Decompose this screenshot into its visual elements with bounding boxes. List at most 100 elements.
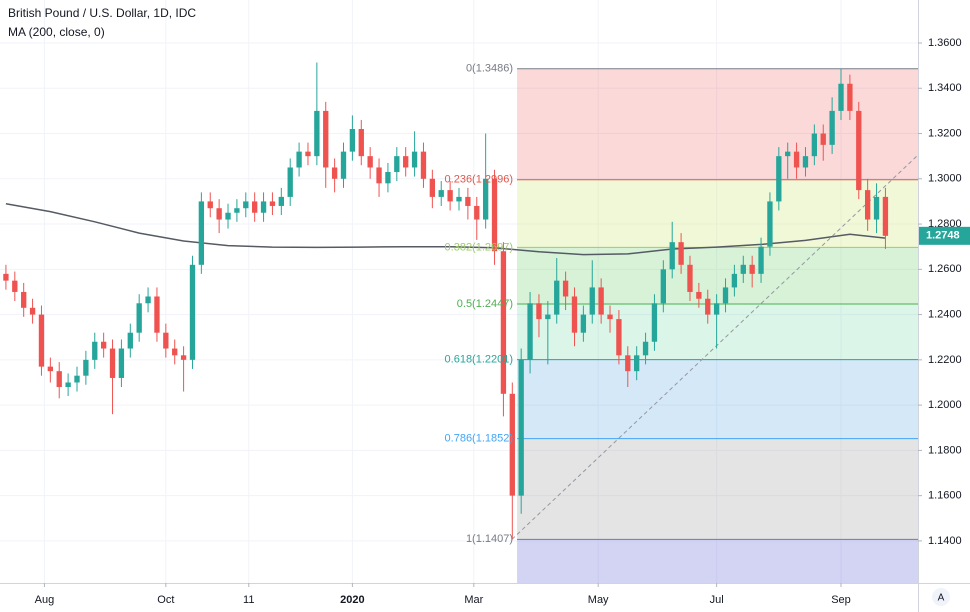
- y-tick-label: 1.2400: [928, 308, 962, 320]
- candle-body: [856, 110, 862, 191]
- candle-body: [571, 296, 578, 333]
- y-tick-label: 1.3200: [928, 127, 962, 139]
- fib-label: 0(1.3486): [466, 63, 513, 75]
- fib-zone: [517, 359, 918, 439]
- candle-body: [562, 280, 569, 297]
- candle-body: [189, 264, 196, 360]
- y-tick-label: 1.2200: [928, 354, 962, 366]
- candle-body: [518, 359, 524, 496]
- candle-body: [198, 201, 205, 265]
- y-tick-label: 1.2600: [928, 263, 962, 275]
- candle-body: [705, 298, 711, 315]
- candle-body: [838, 83, 844, 111]
- candle-body: [642, 341, 649, 356]
- candle-body: [847, 83, 853, 111]
- candle-body: [127, 332, 133, 349]
- fib-label: 0.618(1.2201): [445, 354, 514, 366]
- auto-scale-button[interactable]: [932, 588, 950, 606]
- candle-body: [864, 190, 871, 220]
- candle-body: [545, 314, 551, 320]
- axis-panel: [918, 0, 970, 612]
- candle-body: [500, 251, 507, 394]
- y-tick-label: 1.3400: [928, 82, 962, 94]
- candle-body: [829, 110, 835, 145]
- candle-body: [154, 296, 160, 333]
- axis-panel: [0, 583, 918, 612]
- candle-body: [287, 167, 293, 197]
- y-tick-label: 1.1800: [928, 444, 962, 456]
- candle-body: [358, 129, 364, 157]
- candle-body: [163, 332, 169, 349]
- candle-body: [696, 291, 702, 299]
- candle-body: [83, 359, 89, 376]
- candle-body: [589, 287, 595, 315]
- candle-body: [12, 280, 18, 292]
- x-tick-label: Jul: [710, 594, 724, 606]
- candle-body: [403, 156, 409, 168]
- candle-body: [420, 151, 427, 179]
- candle-body: [225, 212, 231, 220]
- candle-body: [145, 296, 151, 304]
- candle-body: [47, 366, 54, 372]
- candle-body: [411, 151, 418, 168]
- candle-body: [776, 156, 782, 202]
- candle-body: [616, 319, 622, 356]
- candle-body: [305, 151, 311, 157]
- candle-body: [243, 201, 249, 209]
- candle-body: [21, 291, 27, 308]
- y-tick-label: 1.3000: [928, 173, 962, 185]
- fib-label: 0.5(1.2447): [457, 298, 513, 310]
- candle-body: [785, 151, 791, 157]
- candle-body: [740, 264, 746, 274]
- candle-body: [234, 208, 240, 213]
- candle-body: [722, 287, 729, 304]
- candle-body: [29, 307, 36, 315]
- candle-body: [811, 133, 818, 157]
- ma-line: [5, 202, 886, 256]
- candle-body: [491, 178, 498, 252]
- auto-scale-label: A: [938, 593, 945, 604]
- candle-body: [56, 371, 62, 388]
- candle-body: [669, 242, 675, 270]
- fib-label: 0.382(1.2697): [445, 241, 514, 253]
- last-price-label: 1.2748: [926, 230, 960, 242]
- candle-body: [536, 303, 542, 320]
- x-tick-label: May: [588, 594, 609, 606]
- candle-body: [180, 355, 187, 360]
- candle-body: [598, 287, 604, 315]
- candle-body: [607, 314, 613, 320]
- indicator-label: MA (200, close, 0): [8, 25, 105, 39]
- fib-label: 0.236(1.2996): [445, 174, 514, 186]
- candle-body: [278, 196, 284, 206]
- candle-body: [660, 269, 666, 304]
- candle-body: [873, 196, 880, 220]
- candle-body: [136, 303, 142, 333]
- candle-body: [820, 133, 826, 145]
- x-tick-label: Aug: [35, 594, 55, 606]
- candle-body: [625, 355, 631, 372]
- fib-zone: [517, 179, 918, 248]
- candle-body: [749, 264, 755, 274]
- candle-body: [634, 355, 640, 372]
- candle-body: [118, 348, 125, 378]
- candle-body: [367, 156, 373, 168]
- candle-body: [793, 151, 800, 168]
- y-tick-label: 1.1600: [928, 490, 962, 502]
- last-price-tag: [919, 226, 970, 245]
- candle-body: [802, 156, 809, 168]
- candle-body: [678, 242, 684, 265]
- candle-body: [447, 190, 453, 202]
- y-tick-label: 1.1400: [928, 535, 962, 547]
- candle-body: [474, 205, 480, 220]
- candle-body: [456, 196, 462, 202]
- candle-body: [651, 303, 658, 342]
- candle-body: [394, 156, 400, 173]
- x-tick-label: Oct: [157, 594, 174, 606]
- candle-body: [340, 151, 347, 179]
- candle-body: [38, 314, 45, 367]
- candle-body: [554, 280, 560, 315]
- candle-body: [323, 110, 329, 168]
- candle-body: [92, 341, 98, 360]
